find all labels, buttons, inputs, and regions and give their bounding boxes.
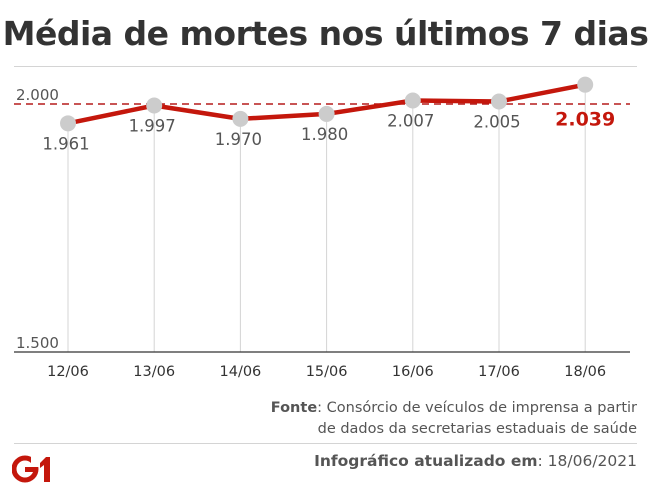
source-note: Fonte: Consórcio de veículos de imprensa… xyxy=(177,398,637,440)
updated-label: Infográfico atualizado em xyxy=(314,452,538,470)
source-text-line2: de dados da secretarias estaduais de saú… xyxy=(317,421,637,437)
footer-divider xyxy=(14,443,637,444)
value-label-2: 1.970 xyxy=(215,130,262,149)
x-tick-label-1: 13/06 xyxy=(133,364,175,380)
data-point-3 xyxy=(318,105,335,122)
x-tick-label-0: 12/06 xyxy=(47,364,89,380)
chart-title: Média de mortes nos últimos 7 dias xyxy=(2,14,649,53)
y-tick-label-1: 2.000 xyxy=(16,86,59,104)
x-tick-label-6: 18/06 xyxy=(564,364,606,380)
x-tick-label-5: 17/06 xyxy=(478,364,520,380)
value-label-6: 2.039 xyxy=(555,109,615,131)
updated-note: Infográfico atualizado em: 18/06/2021 xyxy=(314,452,637,470)
value-label-1: 1.997 xyxy=(129,116,176,135)
updated-date: : 18/06/2021 xyxy=(537,452,638,470)
data-point-2 xyxy=(232,110,249,127)
data-point-0 xyxy=(60,115,76,132)
data-point-5 xyxy=(491,93,507,110)
data-point-4 xyxy=(404,92,421,109)
data-point-1 xyxy=(146,97,163,114)
line-chart: 1.500 2.000 1.961 1.997 1.970 1.980 2.007 2.00… xyxy=(14,76,630,380)
value-label-5: 2.005 xyxy=(473,113,520,132)
data-point-6 xyxy=(577,76,594,93)
source-text: : Consórcio de veículos de imprensa a pa… xyxy=(317,400,637,416)
y-tick-label-0: 1.500 xyxy=(16,334,59,352)
value-label-0: 1.961 xyxy=(42,134,89,153)
g1-logo xyxy=(12,454,50,483)
x-tick-label-3: 15/06 xyxy=(306,364,348,380)
top-divider xyxy=(14,66,637,67)
value-label-4: 2.007 xyxy=(387,112,434,131)
x-tick-label-4: 16/06 xyxy=(392,364,434,380)
x-tick-label-2: 14/06 xyxy=(220,364,262,380)
value-label-3: 1.980 xyxy=(301,125,348,144)
source-label: Fonte xyxy=(270,400,318,416)
